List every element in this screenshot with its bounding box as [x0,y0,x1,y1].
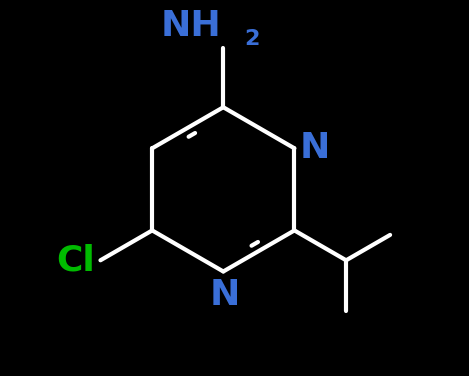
Text: N: N [300,131,330,165]
Text: Cl: Cl [56,243,95,277]
Text: NH: NH [161,9,221,43]
Text: 2: 2 [244,29,259,49]
Text: N: N [210,278,240,312]
